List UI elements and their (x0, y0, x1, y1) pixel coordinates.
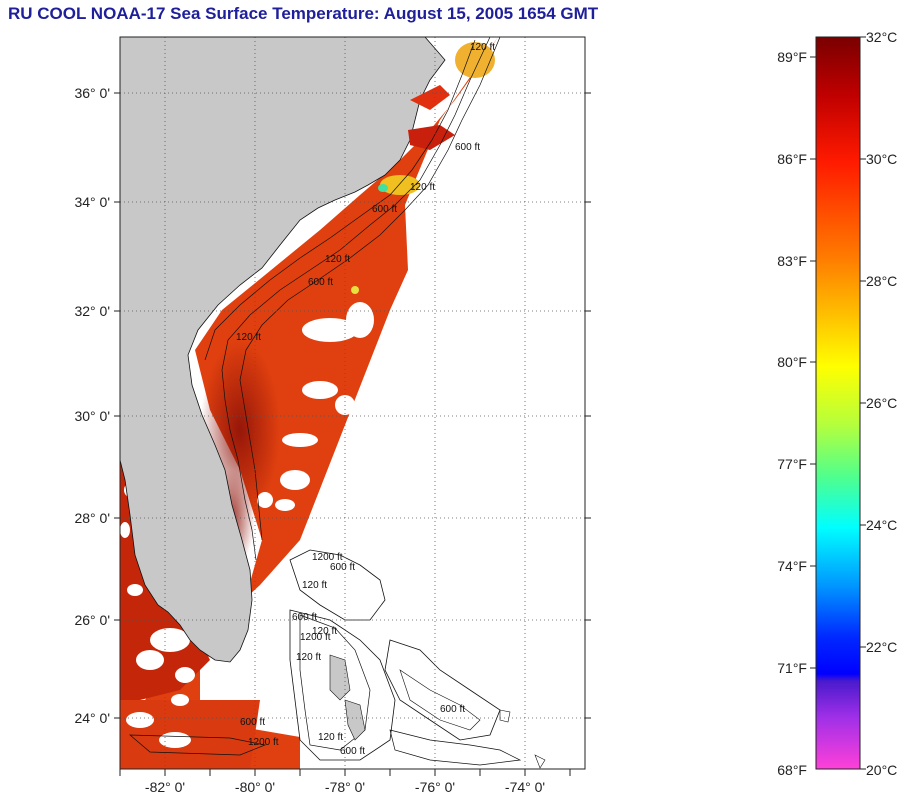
svg-text:1200 ft: 1200 ft (300, 632, 331, 643)
fahrenheit-label: 89°F (777, 49, 807, 65)
svg-text:120 ft: 120 ft (318, 732, 343, 743)
lat-label: 26° 0' (74, 612, 110, 628)
svg-text:600 ft: 600 ft (440, 704, 465, 715)
celsius-label: 24°C (866, 517, 897, 533)
svg-text:600 ft: 600 ft (372, 204, 397, 215)
svg-text:600 ft: 600 ft (292, 612, 317, 623)
svg-text:120 ft: 120 ft (302, 580, 327, 591)
lat-label: 32° 0' (74, 303, 110, 319)
celsius-label: 22°C (866, 639, 897, 655)
fahrenheit-label: 80°F (777, 354, 807, 370)
celsius-label: 30°C (866, 151, 897, 167)
fahrenheit-label: 77°F (777, 456, 807, 472)
svg-text:120 ft: 120 ft (410, 182, 435, 193)
map-area: 120 ft 600 ft 120 ft 600 ft 120 ft 600 f… (120, 37, 585, 769)
svg-text:120 ft: 120 ft (296, 652, 321, 663)
lat-label: 34° 0' (74, 194, 110, 210)
svg-text:120 ft: 120 ft (236, 332, 261, 343)
fahrenheit-label: 68°F (777, 762, 807, 778)
sst-keys (120, 700, 260, 769)
fahrenheit-label: 83°F (777, 253, 807, 269)
lat-label: 24° 0' (74, 710, 110, 726)
celsius-label: 26°C (866, 395, 897, 411)
svg-text:600 ft: 600 ft (330, 562, 355, 573)
fahrenheit-label: 86°F (777, 151, 807, 167)
lon-label: -76° 0' (415, 779, 455, 795)
celsius-label: 20°C (866, 762, 897, 778)
svg-text:600 ft: 600 ft (340, 746, 365, 757)
celsius-label: 28°C (866, 273, 897, 289)
fahrenheit-label: 74°F (777, 558, 807, 574)
lat-label: 36° 0' (74, 85, 110, 101)
lat-label: 30° 0' (74, 408, 110, 424)
svg-text:600 ft: 600 ft (455, 142, 480, 153)
fahrenheit-label: 71°F (777, 660, 807, 676)
lat-label: 28° 0' (74, 510, 110, 526)
svg-text:120 ft: 120 ft (470, 42, 495, 53)
svg-text:120 ft: 120 ft (325, 254, 350, 265)
latitude-labels: 36° 0' 34° 0' 32° 0' 30° 0' 28° 0' 26° 0… (74, 85, 110, 726)
svg-text:1200 ft: 1200 ft (248, 737, 279, 748)
color-scale-bar: 89°F 86°F 83°F 80°F 77°F 74°F 71°F 68°F … (777, 29, 897, 778)
longitude-labels: -82° 0' -80° 0' -78° 0' -76° 0' -74° 0' (145, 779, 545, 795)
celsius-label: 32°C (866, 29, 897, 45)
svg-text:600 ft: 600 ft (240, 717, 265, 728)
svg-text:600 ft: 600 ft (308, 277, 333, 288)
lon-label: -74° 0' (505, 779, 545, 795)
lon-label: -78° 0' (325, 779, 365, 795)
lon-label: -82° 0' (145, 779, 185, 795)
lon-label: -80° 0' (235, 779, 275, 795)
